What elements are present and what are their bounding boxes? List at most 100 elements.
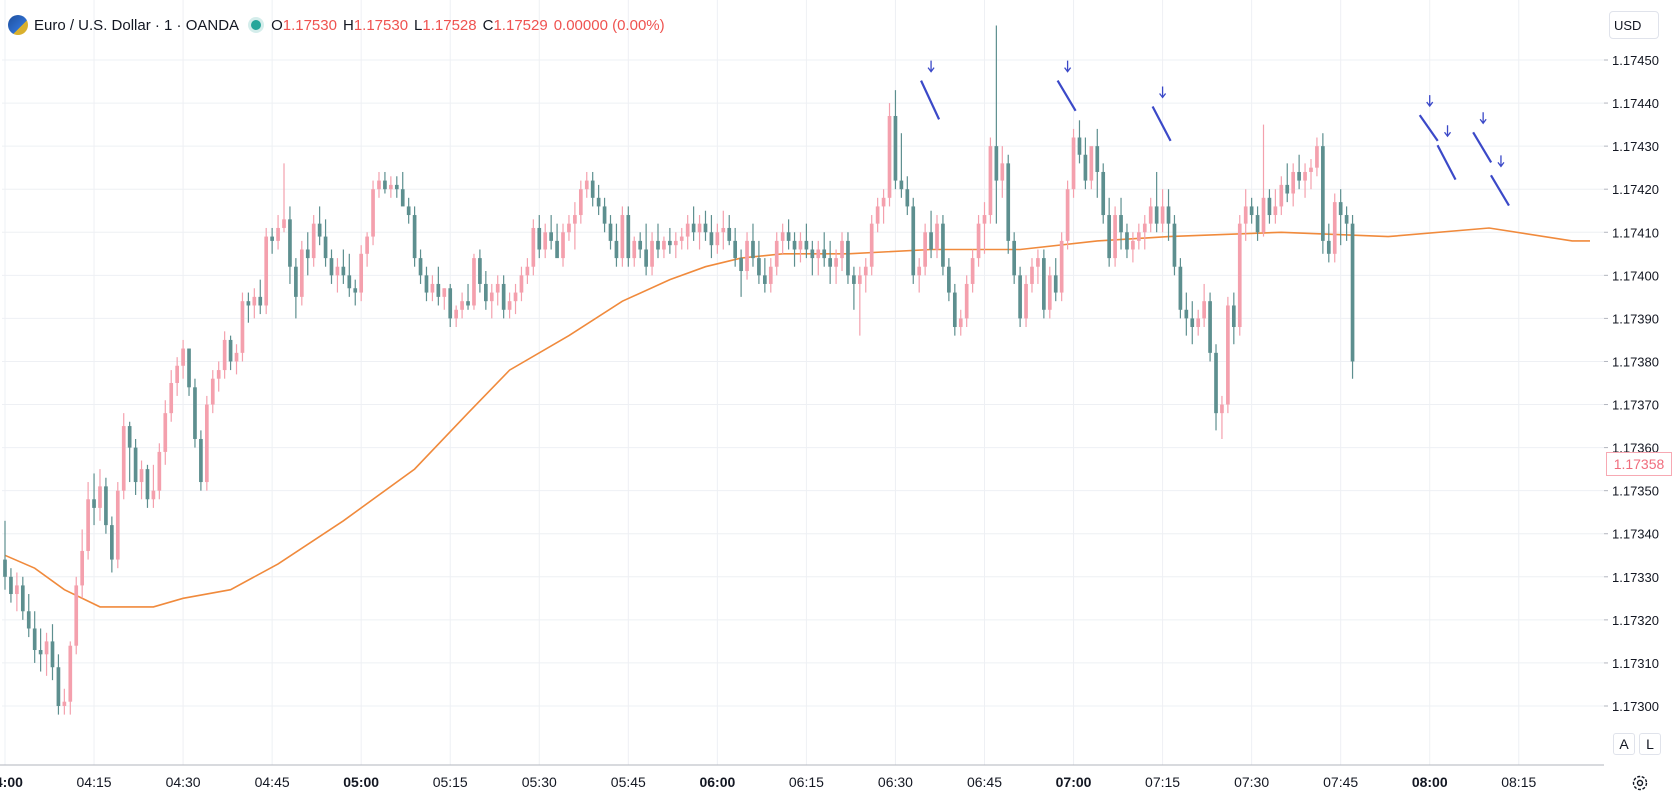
candle[interactable] (513, 283, 518, 315)
candle[interactable] (1332, 193, 1337, 263)
candle[interactable] (573, 202, 577, 250)
candle[interactable] (798, 232, 803, 263)
down-arrow-annotation[interactable] (1436, 125, 1457, 181)
candle[interactable] (305, 232, 310, 276)
candle[interactable] (472, 253, 476, 310)
candle[interactable] (620, 206, 625, 267)
candle[interactable] (145, 464, 150, 508)
candle[interactable] (638, 232, 643, 259)
candle[interactable] (442, 288, 447, 310)
candle[interactable] (1243, 189, 1248, 241)
candle[interactable] (1214, 344, 1218, 431)
candle[interactable] (199, 430, 203, 491)
candle[interactable] (424, 266, 429, 302)
candle[interactable] (240, 292, 245, 362)
candle[interactable] (454, 305, 459, 328)
candle[interactable] (466, 283, 470, 310)
candle[interactable] (857, 266, 862, 336)
candle[interactable] (780, 223, 785, 254)
candle[interactable] (923, 223, 927, 276)
candle[interactable] (685, 215, 690, 250)
candle[interactable] (1208, 292, 1212, 362)
candle[interactable] (721, 210, 726, 250)
candle[interactable] (1196, 309, 1201, 336)
candle[interactable] (1024, 275, 1028, 328)
candle[interactable] (567, 215, 571, 241)
candle[interactable] (656, 223, 660, 259)
candle[interactable] (1119, 197, 1123, 250)
moving-average-line[interactable] (4, 227, 1590, 608)
candle[interactable] (1131, 232, 1135, 263)
candle[interactable] (1000, 146, 1005, 198)
candle[interactable] (418, 249, 423, 284)
candle[interactable] (62, 688, 67, 715)
candle[interactable] (383, 171, 387, 194)
candle[interactable] (840, 232, 844, 272)
candle[interactable] (1285, 163, 1290, 203)
candle[interactable] (763, 258, 767, 293)
candle[interactable] (501, 275, 506, 319)
candle[interactable] (1136, 223, 1141, 250)
candle[interactable] (282, 163, 286, 233)
candle[interactable] (590, 171, 595, 207)
candle[interactable] (1237, 215, 1242, 336)
candle[interactable] (733, 227, 738, 267)
candle[interactable] (299, 240, 304, 306)
candle[interactable] (709, 215, 714, 259)
candle[interactable] (822, 232, 827, 267)
candle[interactable] (228, 335, 233, 371)
candle[interactable] (9, 568, 13, 603)
candle[interactable] (828, 240, 832, 284)
candle[interactable] (151, 464, 156, 508)
candle[interactable] (834, 249, 838, 284)
candle[interactable] (1309, 159, 1313, 190)
down-arrow-annotation[interactable] (1472, 112, 1493, 164)
candle[interactable] (786, 219, 791, 250)
gear-icon[interactable] (1629, 772, 1651, 794)
candle[interactable] (1303, 163, 1307, 198)
candle[interactable] (359, 245, 364, 302)
candle[interactable] (1321, 133, 1325, 254)
candle[interactable] (691, 206, 696, 241)
eur-usd-flag-icon[interactable] (8, 15, 28, 35)
candle[interactable] (1006, 154, 1011, 254)
down-arrow-annotation[interactable] (1418, 95, 1439, 142)
candle[interactable] (543, 223, 548, 259)
candle[interactable] (270, 227, 274, 254)
candle[interactable] (982, 202, 987, 254)
currency-selector[interactable]: USD (1609, 11, 1659, 39)
candle[interactable] (1053, 258, 1058, 302)
candle[interactable] (181, 339, 185, 379)
candle[interactable] (1261, 124, 1266, 237)
candle[interactable] (976, 215, 981, 267)
candle[interactable] (86, 482, 90, 560)
candle[interactable] (1148, 197, 1153, 233)
log-scale-button[interactable]: L (1639, 733, 1661, 755)
candle[interactable] (881, 189, 886, 224)
candle[interactable] (1231, 292, 1236, 345)
candle[interactable] (935, 215, 939, 259)
candle[interactable] (478, 249, 482, 293)
candle[interactable] (1030, 258, 1034, 293)
candle[interactable] (774, 232, 779, 276)
candle[interactable] (1297, 154, 1301, 190)
candle[interactable] (1178, 258, 1183, 319)
candle[interactable] (495, 275, 500, 306)
candle[interactable] (1071, 128, 1076, 198)
candle[interactable] (1018, 266, 1022, 328)
auto-scale-button[interactable]: A (1613, 733, 1635, 755)
candle[interactable] (216, 361, 221, 392)
candle[interactable] (662, 236, 666, 259)
candle[interactable] (1160, 189, 1165, 233)
candle[interactable] (875, 197, 880, 233)
candle[interactable] (1249, 197, 1254, 224)
candle[interactable] (460, 292, 464, 319)
candle[interactable] (804, 223, 809, 259)
candle[interactable] (246, 292, 251, 323)
candle[interactable] (994, 25, 999, 224)
candle[interactable] (555, 223, 559, 259)
candle[interactable] (816, 240, 821, 276)
candle[interactable] (893, 90, 898, 190)
candle[interactable] (389, 176, 393, 198)
candle[interactable] (561, 223, 565, 267)
